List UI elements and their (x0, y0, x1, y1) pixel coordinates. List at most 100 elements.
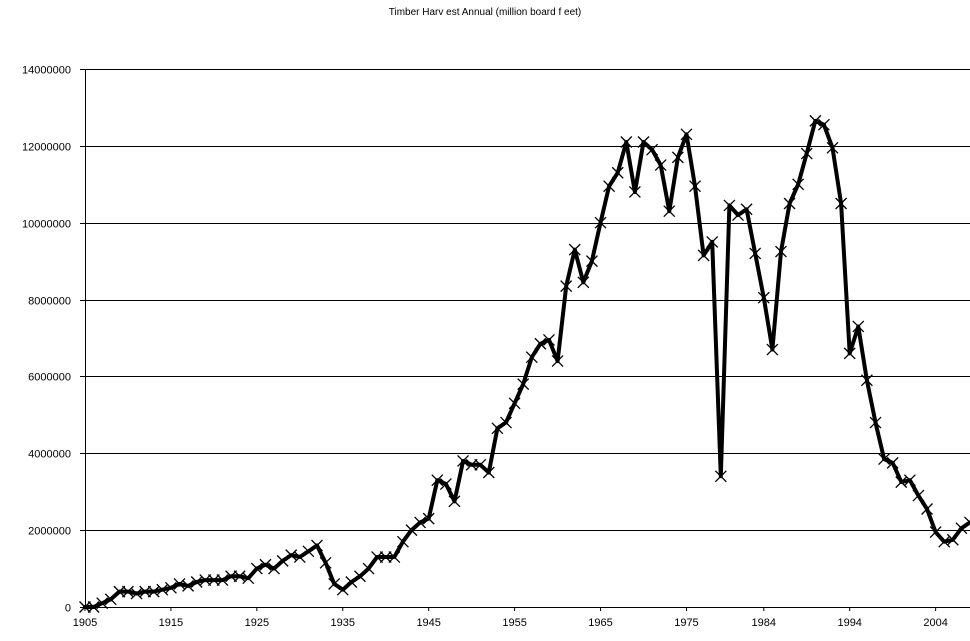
data-point-marker (259, 558, 272, 571)
y-tick-label: 2000000 (28, 526, 71, 538)
marker-stroke (843, 347, 856, 360)
marker-stroke (740, 203, 753, 216)
marker-stroke (371, 551, 384, 564)
marker-stroke (448, 495, 461, 508)
marker-stroke (190, 576, 203, 588)
chart-title: Timber Harv est Annual (million board f … (389, 7, 582, 18)
data-point-marker (560, 280, 573, 293)
data-point-marker (706, 235, 719, 248)
x-tick-label: 1955 (502, 617, 526, 629)
data-point-marker (603, 180, 616, 193)
data-point-marker (448, 495, 461, 508)
marker-stroke (620, 136, 633, 148)
marker-stroke (396, 535, 409, 548)
data-point-marker (946, 533, 959, 546)
data-point-marker (594, 216, 607, 229)
marker-stroke (585, 255, 598, 268)
horizontal-gridlines (85, 69, 970, 531)
marker-stroke (611, 166, 624, 179)
marker-stroke (792, 178, 805, 191)
marker-stroke (903, 474, 916, 487)
marker-stroke (809, 114, 822, 127)
data-point-marker (534, 337, 547, 350)
marker-stroke (895, 476, 908, 489)
data-point-marker (654, 159, 667, 172)
x-tick-label: 1935 (331, 617, 355, 629)
data-point-marker (852, 320, 865, 333)
data-point-marker (817, 118, 830, 131)
marker-stroke (139, 585, 152, 598)
x-tick-label: 2004 (923, 617, 947, 629)
data-point-marker (508, 397, 521, 410)
x-tick-label: 1905 (73, 617, 97, 629)
data-point-marker (457, 455, 470, 467)
marker-stroke (113, 585, 126, 598)
x-tick-label: 1994 (837, 617, 861, 629)
data-point-marker (628, 186, 641, 198)
marker-stroke (628, 186, 641, 198)
data-point-marker (732, 209, 744, 221)
marker-stroke (869, 416, 882, 429)
data-point-marker (646, 143, 659, 156)
data-point-marker (491, 422, 504, 435)
marker-stroke (431, 474, 444, 487)
axes (80, 69, 970, 611)
data-point-marker (577, 276, 590, 289)
data-point-marker (543, 333, 555, 346)
data-point-marker (328, 577, 341, 590)
marker-stroke (603, 180, 616, 193)
x-axis-tick-labels: 1905 1915 1925 1935 1945 1955 1965 1975 1984 1994… (73, 617, 948, 629)
data-point-marker (689, 180, 702, 193)
data-point-marker (379, 551, 392, 564)
marker-stroke (577, 276, 590, 289)
data-point-marker (311, 539, 323, 552)
data-point-marker (96, 597, 109, 610)
data-point-marker (216, 574, 229, 587)
data-point-marker (680, 128, 693, 141)
y-tick-label: 10000000 (22, 219, 71, 231)
y-tick-label: 14000000 (22, 65, 71, 77)
marker-stroke (525, 351, 538, 364)
marker-stroke (225, 570, 238, 583)
marker-stroke (156, 583, 169, 596)
marker-stroke (147, 585, 160, 598)
marker-stroke (517, 378, 530, 391)
data-point-marker (749, 247, 762, 260)
marker-stroke (242, 572, 255, 585)
marker-stroke (414, 516, 427, 529)
marker-stroke (388, 551, 401, 564)
marker-stroke (534, 337, 547, 350)
harvest-line (83, 118, 970, 609)
data-point-marker (955, 522, 968, 535)
data-point-marker (921, 503, 933, 515)
y-axis-tick-labels: 0 2000000 4000000 6000000 8000000 10000000 120… (22, 65, 71, 615)
data-point-marker (585, 255, 598, 268)
marker-stroke (207, 574, 220, 587)
marker-stroke (749, 247, 762, 260)
marker-stroke (723, 199, 736, 212)
data-point-marker (388, 551, 401, 564)
data-point-marker (568, 243, 581, 256)
marker-stroke (482, 466, 495, 479)
marker-stroke (328, 577, 341, 590)
data-point-marker (414, 516, 427, 529)
data-point-marker (809, 114, 822, 127)
marker-stroke (646, 143, 659, 156)
data-point-marker (886, 456, 899, 469)
marker-stroke (508, 397, 521, 410)
marker-stroke (259, 558, 272, 571)
data-point-marker (551, 355, 564, 368)
data-point-marker (293, 551, 306, 564)
marker-stroke (79, 601, 91, 613)
data-point-marker (362, 562, 375, 575)
data-point-marker (525, 351, 538, 364)
marker-stroke (671, 151, 684, 164)
marker-stroke (964, 521, 970, 529)
data-point-marker (964, 516, 970, 529)
marker-stroke (800, 147, 813, 160)
data-point-marker (903, 474, 916, 487)
harvest-markers (79, 114, 970, 613)
marker-stroke (96, 597, 109, 610)
x-tick-label: 1945 (416, 617, 440, 629)
